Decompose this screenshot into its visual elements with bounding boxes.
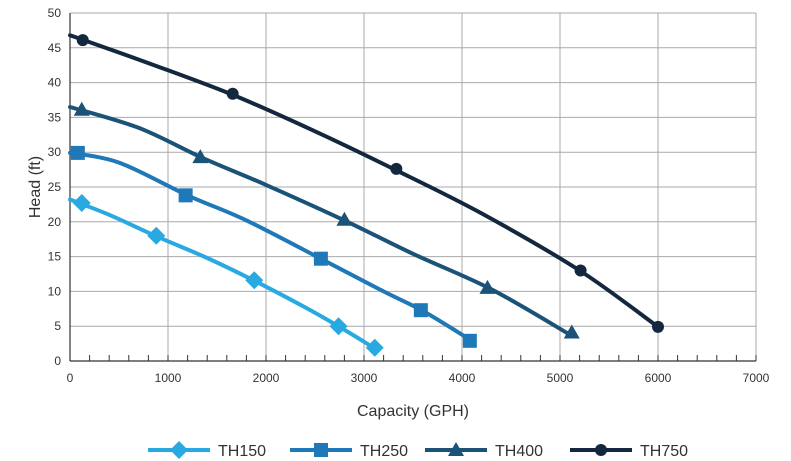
data-point-th400 bbox=[73, 101, 90, 116]
y-tick-label: 5 bbox=[54, 319, 61, 333]
y-tick-label: 30 bbox=[48, 145, 62, 159]
legend-label: TH400 bbox=[495, 443, 543, 460]
legend-marker bbox=[170, 441, 188, 459]
y-tick-label: 0 bbox=[54, 354, 61, 368]
data-point-th150 bbox=[72, 194, 91, 213]
y-tick-label: 20 bbox=[48, 215, 62, 229]
legend-item-th150: TH150 bbox=[148, 441, 266, 460]
data-point-th400 bbox=[563, 324, 580, 339]
data-point-th750 bbox=[652, 320, 664, 333]
series-line-th250 bbox=[68, 150, 474, 343]
data-point-th750 bbox=[390, 162, 403, 175]
x-tick-label: 5000 bbox=[547, 371, 574, 385]
legend-marker bbox=[595, 444, 607, 456]
legend-label: TH150 bbox=[218, 443, 266, 460]
x-tick-label: 1000 bbox=[155, 371, 182, 385]
series-th750 bbox=[68, 33, 664, 333]
data-point-th150 bbox=[245, 271, 264, 290]
data-point-th750 bbox=[574, 264, 587, 277]
data-point-th250 bbox=[178, 188, 193, 203]
x-tick-label: 0 bbox=[67, 371, 74, 385]
data-point-th400 bbox=[336, 211, 353, 226]
legend-marker bbox=[448, 442, 464, 456]
legend-item-th250: TH250 bbox=[290, 443, 408, 460]
data-point-th250 bbox=[313, 251, 328, 266]
y-tick-label: 50 bbox=[48, 6, 62, 20]
x-tick-label: 7000 bbox=[743, 371, 770, 385]
axis-ticks bbox=[69, 13, 757, 362]
data-point-th250 bbox=[413, 303, 428, 318]
series-th250 bbox=[68, 145, 477, 348]
legend-marker bbox=[314, 443, 328, 457]
x-axis-title: Capacity (GPH) bbox=[357, 403, 469, 420]
series-layer bbox=[68, 33, 664, 357]
y-axis-title: Head (ft) bbox=[27, 156, 44, 218]
y-tick-label: 35 bbox=[48, 110, 62, 124]
data-point-th150 bbox=[329, 317, 348, 336]
x-tick-label: 3000 bbox=[351, 371, 378, 385]
data-point-th150 bbox=[365, 338, 384, 357]
legend-label: TH750 bbox=[640, 443, 688, 460]
data-point-th400 bbox=[192, 149, 209, 164]
x-tick-label: 2000 bbox=[253, 371, 280, 385]
y-tick-label: 45 bbox=[48, 41, 62, 55]
legend-label: TH250 bbox=[360, 443, 408, 460]
series-line-th750 bbox=[68, 33, 660, 329]
legend-item-th750: TH750 bbox=[570, 443, 688, 460]
legend-item-th400: TH400 bbox=[425, 442, 543, 460]
tick-labels: 0 5 10 15 20 25 30 35 40 45 50 0 1000 2000 3000 4000 500… bbox=[48, 6, 770, 385]
data-point-th250 bbox=[70, 145, 85, 160]
y-tick-label: 25 bbox=[48, 180, 62, 194]
y-tick-label: 10 bbox=[48, 284, 62, 298]
data-point-th400 bbox=[479, 279, 496, 294]
data-point-th250 bbox=[462, 333, 477, 348]
y-tick-label: 40 bbox=[48, 76, 62, 90]
x-tick-label: 6000 bbox=[645, 371, 672, 385]
y-tick-label: 15 bbox=[48, 250, 62, 264]
data-point-th750 bbox=[76, 34, 89, 47]
series-th400 bbox=[68, 101, 580, 339]
x-tick-label: 4000 bbox=[449, 371, 476, 385]
data-point-th150 bbox=[147, 226, 166, 245]
legend: TH150 TH250 TH400 TH750 bbox=[148, 441, 688, 460]
series-th150 bbox=[68, 194, 384, 357]
data-point-th750 bbox=[226, 87, 239, 100]
